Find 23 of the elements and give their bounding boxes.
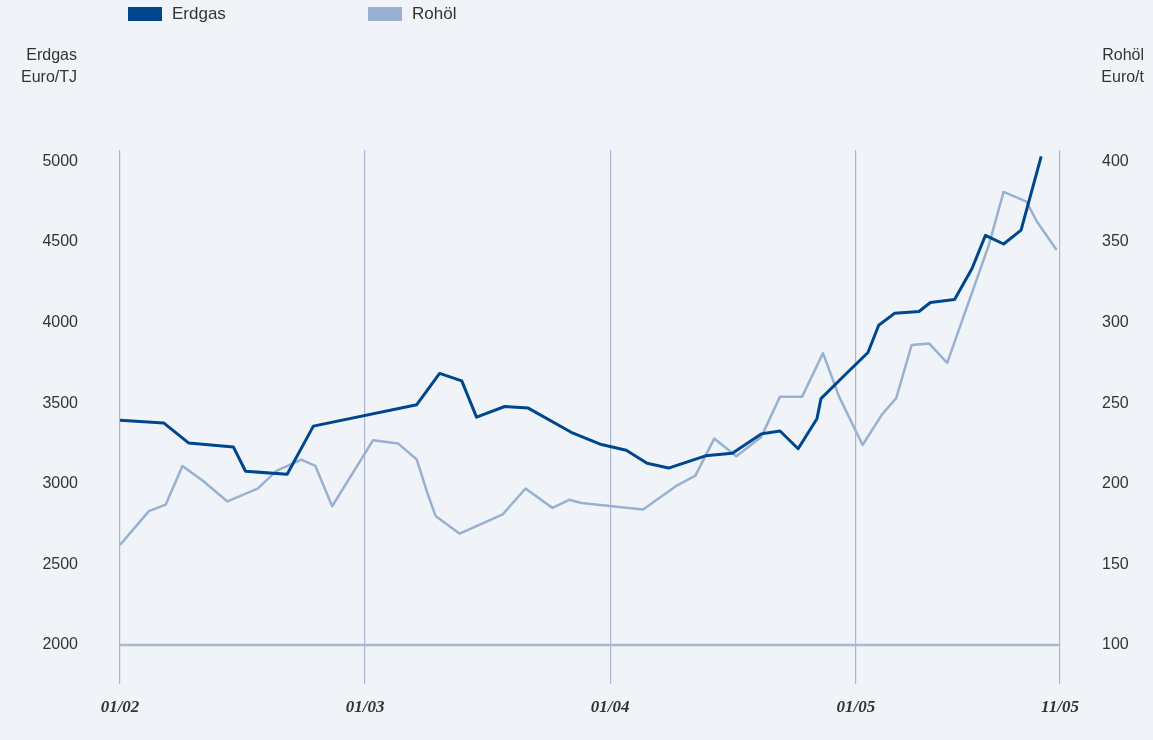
legend-label: Erdgas — [172, 4, 226, 24]
y2-tick-label: 300 — [1102, 312, 1129, 330]
x-tick-label: 01/03 — [345, 697, 385, 717]
y-tick-label: 4000 — [42, 312, 79, 330]
x-tick-label: 11/05 — [1041, 697, 1080, 717]
y-tick-label: 3500 — [42, 393, 79, 411]
x-tick-label: 01/05 — [836, 697, 876, 717]
y-tick-label: 4500 — [42, 232, 79, 250]
y2-tick-label: 100 — [1102, 635, 1129, 653]
y2-tick-label: 400 — [1102, 151, 1129, 169]
y-tick-label: 2000 — [42, 635, 79, 653]
y-tick-label: 2500 — [42, 554, 79, 572]
y-tick-label: 5000 — [42, 151, 79, 169]
y2-tick-label: 200 — [1102, 474, 1129, 492]
x-tick-label: 01/04 — [590, 697, 630, 717]
x-tick-label: 01/02 — [100, 697, 140, 717]
y-tick-label: 3000 — [42, 474, 79, 492]
y2-tick-label: 250 — [1102, 393, 1129, 411]
y2-axis-title: Rohöl Euro/t — [1101, 45, 1144, 87]
legend-label: Rohöl — [412, 4, 457, 24]
y2-tick-label: 150 — [1102, 554, 1129, 572]
y2-tick-label: 350 — [1102, 232, 1129, 250]
y-axis-title: Erdgas Euro/TJ — [20, 45, 77, 87]
